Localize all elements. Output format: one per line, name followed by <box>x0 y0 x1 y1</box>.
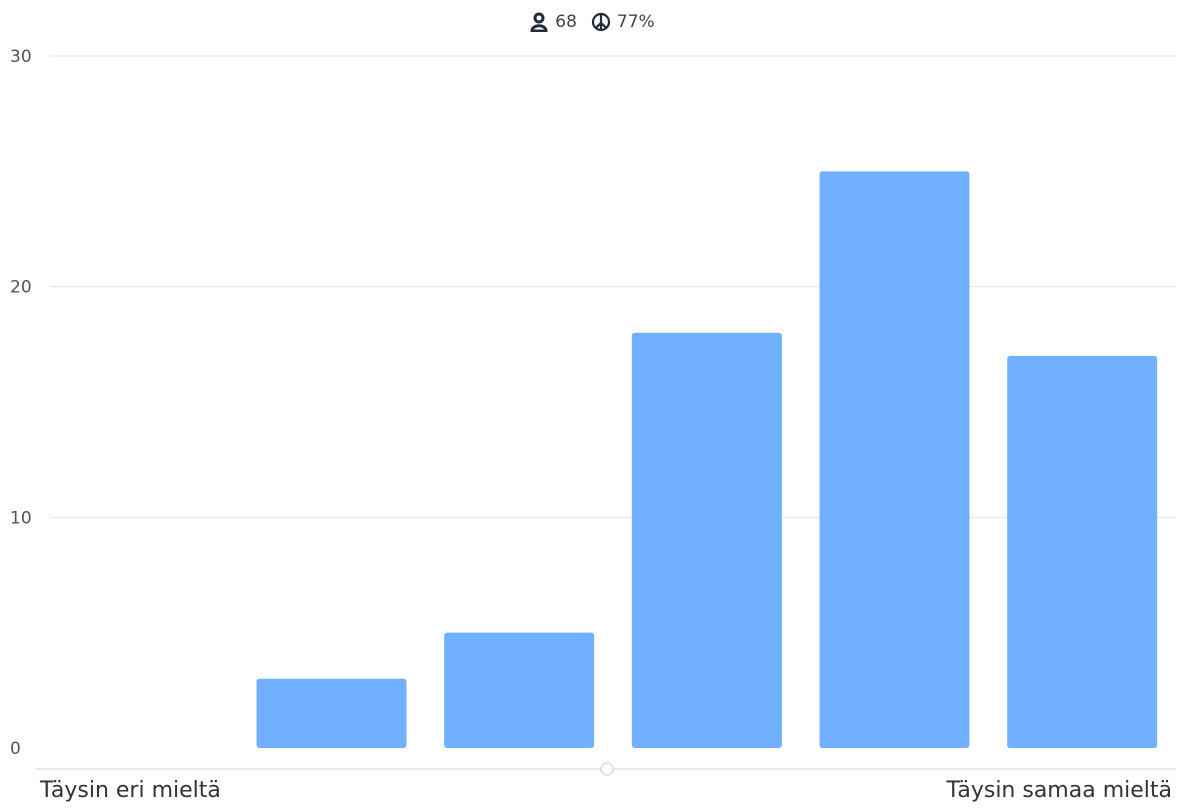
peace-icon <box>591 12 611 32</box>
stats-bar: 68 77% <box>0 8 1184 36</box>
y-tick-label: 10 <box>10 508 32 528</box>
participants-count: 68 <box>555 12 577 32</box>
agreement-percent: 77% <box>616 12 655 32</box>
bar-chart: 0 10 20 30 <box>10 47 1176 776</box>
scale-label-left: Täysin eri mieltä <box>40 778 221 803</box>
scale-label-right: Täysin samaa mieltä <box>946 778 1172 803</box>
y-tick-label: 30 <box>10 47 32 67</box>
bar <box>1007 355 1158 748</box>
agreement-stat: 77% <box>591 12 655 32</box>
bar <box>256 678 407 748</box>
person-icon <box>530 12 548 32</box>
bar <box>631 332 782 748</box>
y-tick-label: 0 <box>10 739 21 759</box>
scale-marker <box>600 762 614 776</box>
y-tick-label: 20 <box>10 278 32 298</box>
bar <box>819 171 970 749</box>
bar <box>444 632 595 748</box>
participants-stat: 68 <box>529 12 577 32</box>
